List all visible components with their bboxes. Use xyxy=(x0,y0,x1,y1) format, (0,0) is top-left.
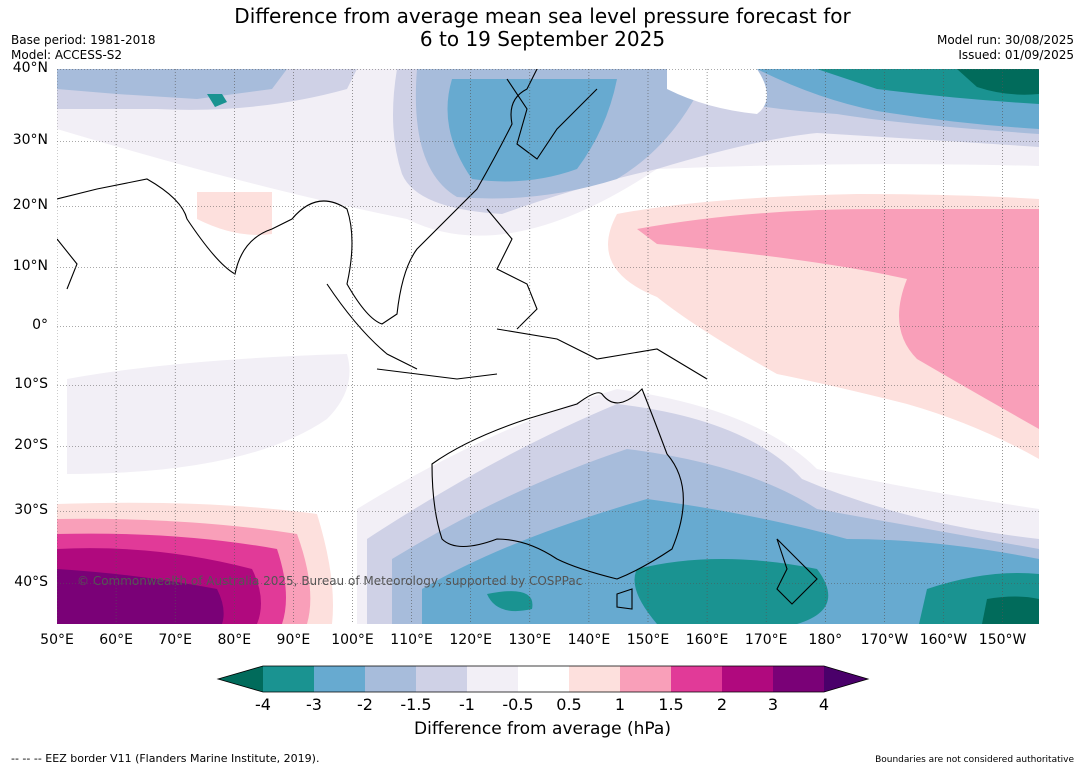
colorbar-tick-label: -0.5 xyxy=(502,695,534,714)
new-zealand-coastline xyxy=(776,538,818,605)
lon-label: 170°W xyxy=(860,632,909,648)
coastlines xyxy=(57,69,818,610)
colorbar-tick-label: 4 xyxy=(818,695,830,714)
lon-label: 140°E xyxy=(567,632,611,648)
anomaly-area-east-asia xyxy=(447,79,617,182)
lat-label: 20°N xyxy=(12,197,48,213)
colorbar-tick-label: 0.5 xyxy=(556,695,582,714)
boundaries-disclaimer: Boundaries are not considered authoritat… xyxy=(875,755,1074,765)
colorbar-label: Difference from average (hPa) xyxy=(414,719,671,739)
lat-label: 30°N xyxy=(12,132,48,148)
colorbar-tick-label: -1 xyxy=(459,695,475,714)
lon-label: 110°E xyxy=(390,632,433,648)
lon-label: 50°E xyxy=(40,632,74,648)
colorbar-tick-label: -4 xyxy=(255,695,271,714)
anomaly-area-south-4-west xyxy=(487,591,533,612)
lat-label: 10°S xyxy=(14,376,48,392)
anomaly-area-south-4-central xyxy=(634,559,829,624)
lat-label: 40°S xyxy=(14,574,48,590)
model-name: Model: ACCESS-S2 xyxy=(11,48,123,62)
java-coast xyxy=(376,368,498,380)
colorbar-tick-label: -2 xyxy=(357,695,373,714)
colorbar-segment xyxy=(314,666,366,692)
lat-label: 40°N xyxy=(12,60,48,76)
colorbar-segment xyxy=(263,666,315,692)
colorbar-tick-label: -1.5 xyxy=(400,695,432,714)
anomaly-area-indian-ocean xyxy=(67,354,350,474)
base-period: Base period: 1981-2018 xyxy=(11,33,156,47)
run-info: Model run: 30/08/2025 Issued: 01/09/2025 xyxy=(937,33,1074,63)
lat-label: 0° xyxy=(32,317,48,333)
anomaly-field xyxy=(57,69,1039,624)
anomaly-area-pacific-strong xyxy=(637,209,1039,429)
asia-coastline xyxy=(57,69,538,325)
tasmania-coastline xyxy=(616,588,633,610)
lon-label: 160°E xyxy=(685,632,729,648)
lon-label: 150°W xyxy=(978,632,1027,648)
colorbar-tick-label: 1 xyxy=(614,695,626,714)
eez-legend: -- -- -- EEZ border V11 (Flanders Marine… xyxy=(11,752,320,765)
lon-label: 70°E xyxy=(158,632,193,648)
colorbar-segment xyxy=(773,666,825,692)
model-run-date: Model run: 30/08/2025 xyxy=(936,33,1074,47)
copyright-credit: © Commonwealth of Australia 2025, Bureau… xyxy=(77,574,583,588)
lon-label: 150°E xyxy=(626,632,670,648)
colorbar-segment xyxy=(569,666,621,692)
colorbar-segment xyxy=(722,666,774,692)
lon-label: 180° xyxy=(808,632,843,648)
map-panel xyxy=(57,69,1039,624)
title-line-2: 6 to 19 September 2025 xyxy=(419,27,666,51)
anomaly-area-neutral-north xyxy=(667,69,767,114)
philippines-coast xyxy=(486,208,538,330)
lon-label: 90°E xyxy=(276,632,311,648)
colorbar-segment xyxy=(467,666,519,692)
colorbar-segment xyxy=(620,666,672,692)
colorbar-segment xyxy=(365,666,417,692)
colorbar-tick-label: -3 xyxy=(306,695,322,714)
colorbar-segment xyxy=(671,666,723,692)
australia-coastline xyxy=(431,388,684,580)
lon-label: 170°E xyxy=(744,632,788,648)
map-canvas xyxy=(57,69,1039,624)
colorbar-tick-label: 1.5 xyxy=(658,695,684,714)
anomaly-area-north-pacific-peak xyxy=(957,69,1039,95)
anomaly-area-south-5-east xyxy=(982,596,1039,624)
colorbar-segment xyxy=(518,666,570,692)
lat-label: 20°S xyxy=(14,437,48,453)
title-line-1: Difference from average mean sea level p… xyxy=(234,4,851,28)
graticule xyxy=(57,69,1039,624)
lon-label: 100°E xyxy=(331,632,374,648)
lon-label: 80°E xyxy=(217,632,252,648)
anomaly-area-himalaya-mid xyxy=(57,69,287,99)
colorbar-under-arrow xyxy=(218,666,263,692)
lat-label: 30°S xyxy=(14,502,48,518)
model-info: Base period: 1981-2018 Model: ACCESS-S2 xyxy=(11,33,156,63)
lon-label: 60°E xyxy=(99,632,133,648)
japan-korea-coast xyxy=(506,78,598,160)
map-title: Difference from average mean sea level p… xyxy=(0,5,1085,51)
arabia-coastline xyxy=(57,238,78,290)
colorbar-tick-label: 2 xyxy=(716,695,728,714)
lon-label: 120°E xyxy=(449,632,492,648)
new-guinea-coast xyxy=(496,328,708,380)
lon-label: 160°W xyxy=(919,632,968,648)
sumatra-coast xyxy=(326,283,418,370)
anomaly-area-himalaya-core xyxy=(207,94,227,107)
colorbar-tick-label: 3 xyxy=(767,695,779,714)
lon-label: 130°E xyxy=(508,632,552,648)
anomaly-area-sw-extreme xyxy=(57,569,224,624)
colorbar-segment xyxy=(416,666,468,692)
colorbar-outline xyxy=(216,665,870,693)
issued-date: Issued: 01/09/2025 xyxy=(958,48,1074,62)
lat-label: 10°N xyxy=(12,258,48,274)
colorbar-over-arrow xyxy=(824,666,868,692)
